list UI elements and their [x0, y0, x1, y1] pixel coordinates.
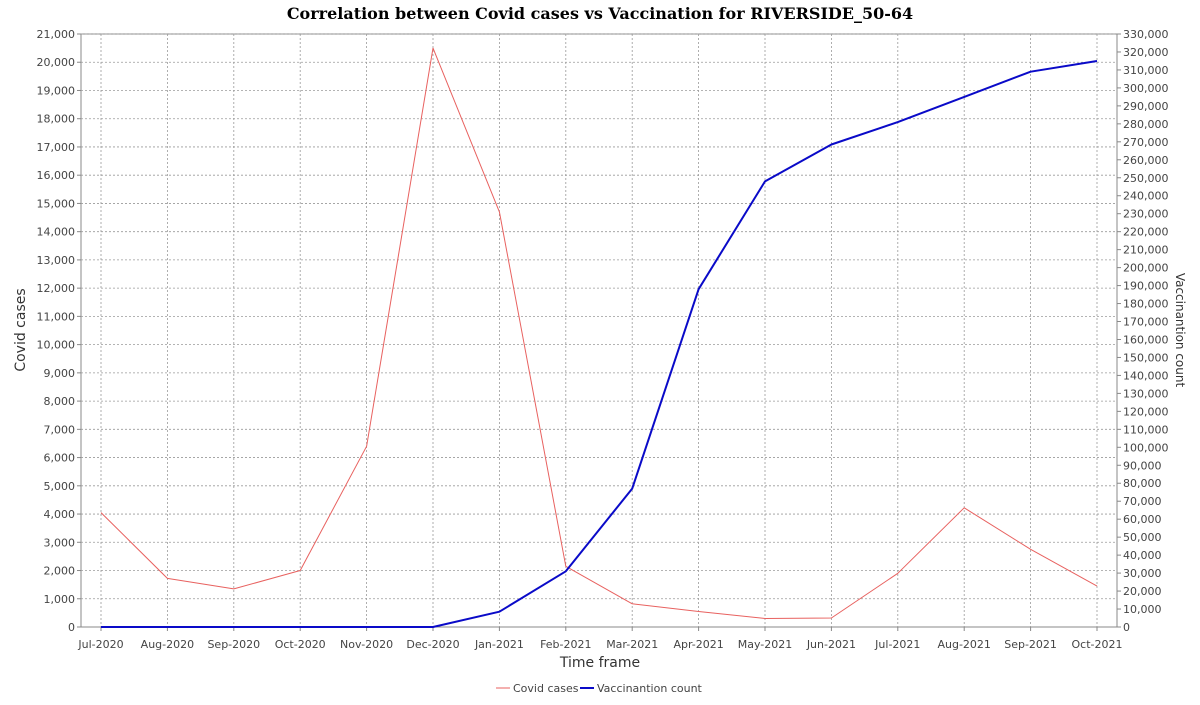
- y-tick-label: 3,000: [44, 536, 76, 549]
- legend-label: Vaccinantion count: [597, 682, 703, 695]
- y-tick-label: 17,000: [37, 141, 76, 154]
- y-tick-label: 19,000: [37, 84, 76, 97]
- x-tick-label: Mar-2021: [606, 638, 658, 651]
- x-tick-label: Aug-2021: [937, 638, 990, 651]
- y-tick-label: 4,000: [44, 508, 76, 521]
- y2-tick-label: 140,000: [1123, 369, 1169, 382]
- series-lines: [100, 47, 1098, 628]
- y2-tick-label: 220,000: [1123, 226, 1169, 239]
- y2-tick-label: 280,000: [1123, 118, 1169, 131]
- y2-tick-label: 30,000: [1123, 567, 1162, 580]
- y2-tick-label: 50,000: [1123, 531, 1162, 544]
- x-tick-label: Jan-2021: [474, 638, 524, 651]
- y2-tick-label: 60,000: [1123, 513, 1162, 526]
- y-tick-label: 9,000: [44, 367, 76, 380]
- y2-tick-label: 10,000: [1123, 603, 1162, 616]
- y-tick-label: 15,000: [37, 197, 76, 210]
- y2-tick-label: 120,000: [1123, 405, 1169, 418]
- x-tick-label: Oct-2021: [1072, 638, 1123, 651]
- y-tick-label: 14,000: [37, 226, 76, 239]
- y2-tick-label: 160,000: [1123, 333, 1169, 346]
- y-tick-label: 12,000: [37, 282, 76, 295]
- y2-tick-label: 150,000: [1123, 351, 1169, 364]
- y2-tick-label: 230,000: [1123, 208, 1169, 221]
- y2-tick-label: 330,000: [1123, 28, 1169, 41]
- y-tick-label: 0: [68, 621, 75, 634]
- y2-tick-label: 260,000: [1123, 154, 1169, 167]
- grid: [81, 33, 1117, 627]
- y-tick-label: 18,000: [37, 113, 76, 126]
- covid-cases-line: [100, 47, 1098, 619]
- x-tick-label: Apr-2021: [673, 638, 723, 651]
- x-tick-label: Sep-2020: [207, 638, 260, 651]
- y2-tick-label: 170,000: [1123, 316, 1169, 329]
- y2-tick-label: 250,000: [1123, 172, 1169, 185]
- x-axis-title: Time frame: [559, 655, 640, 671]
- y2-tick-label: 0: [1123, 621, 1130, 634]
- x-tick-label: Oct-2020: [275, 638, 326, 651]
- x-axis: Jul-2020 Aug-2020 Sep-2020 Oct-2020 Nov-2020…: [77, 627, 1122, 651]
- y2-tick-label: 70,000: [1123, 495, 1162, 508]
- legend: Covid cases Vaccinantion count: [496, 682, 703, 695]
- y-tick-label: 6,000: [44, 452, 76, 465]
- x-tick-label: Jun-2021: [806, 638, 856, 651]
- y2-tick-label: 130,000: [1123, 387, 1169, 400]
- y-tick-label: 2,000: [44, 565, 76, 578]
- y-tick-label: 7,000: [44, 423, 76, 436]
- y-tick-label: 21,000: [37, 28, 76, 41]
- y2-tick-label: 90,000: [1123, 459, 1162, 472]
- left-y-axis: 0 1,000 2,000 3,000 4,000 5,000 6,000 7,000 8,00…: [37, 28, 81, 634]
- y-axis-title: Covid cases: [13, 288, 29, 371]
- legend-label: Covid cases: [513, 682, 579, 695]
- y2-tick-label: 240,000: [1123, 190, 1169, 203]
- vaccination-count-line: [101, 60, 1098, 628]
- x-tick-label: Nov-2020: [340, 638, 393, 651]
- y2-axis-title: Vaccinantion count: [1173, 273, 1187, 388]
- y-tick-label: 8,000: [44, 395, 76, 408]
- y2-tick-label: 40,000: [1123, 549, 1162, 562]
- x-tick-label: Jul-2020: [77, 638, 123, 651]
- x-tick-label: Dec-2020: [406, 638, 459, 651]
- y2-tick-label: 300,000: [1123, 82, 1169, 95]
- x-tick-label: Aug-2020: [141, 638, 194, 651]
- x-tick-label: Feb-2021: [540, 638, 591, 651]
- y2-tick-label: 180,000: [1123, 298, 1169, 311]
- y-tick-label: 10,000: [37, 339, 76, 352]
- y-tick-label: 11,000: [37, 310, 76, 323]
- y2-tick-label: 290,000: [1123, 100, 1169, 113]
- y2-tick-label: 20,000: [1123, 585, 1162, 598]
- y2-tick-label: 270,000: [1123, 136, 1169, 149]
- chart-title: Correlation between Covid cases vs Vacci…: [287, 4, 913, 23]
- y2-tick-label: 190,000: [1123, 280, 1169, 293]
- x-tick-label: Sep-2021: [1004, 638, 1057, 651]
- y2-tick-label: 200,000: [1123, 262, 1169, 275]
- y-tick-label: 5,000: [44, 480, 76, 493]
- y-tick-label: 20,000: [37, 56, 76, 69]
- x-tick-label: Jul-2021: [874, 638, 920, 651]
- y2-tick-label: 210,000: [1123, 244, 1169, 257]
- y-tick-label: 16,000: [37, 169, 76, 182]
- plot-area: [80, 33, 1118, 628]
- y2-tick-label: 100,000: [1123, 441, 1169, 454]
- y2-tick-label: 310,000: [1123, 64, 1169, 77]
- y-tick-label: 13,000: [37, 254, 76, 267]
- y2-tick-label: 80,000: [1123, 477, 1162, 490]
- y2-tick-label: 320,000: [1123, 46, 1169, 59]
- right-y-axis: 0 10,000 20,000 30,000 40,000 50,000 60,000 70,…: [1117, 28, 1169, 634]
- x-tick-label: May-2021: [738, 638, 793, 651]
- y-tick-label: 1,000: [44, 593, 76, 606]
- y2-tick-label: 110,000: [1123, 423, 1169, 436]
